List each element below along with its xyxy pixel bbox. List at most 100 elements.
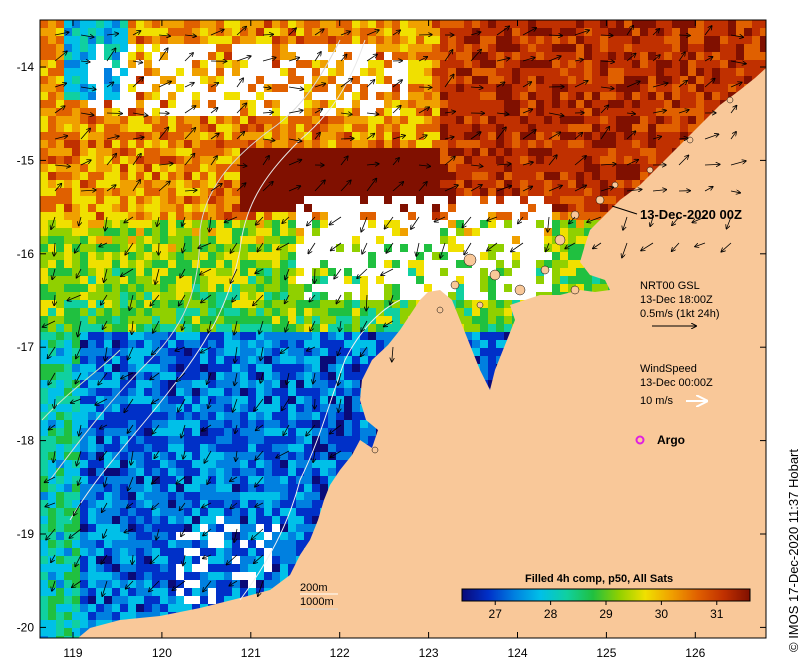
sst-cell	[40, 372, 48, 380]
sst-cell	[728, 36, 736, 44]
sst-cell	[504, 44, 512, 52]
sst-cell	[112, 412, 120, 420]
sst-cell	[104, 148, 112, 156]
sst-cell	[688, 68, 696, 76]
sst-cell	[656, 92, 664, 100]
sst-cell	[208, 28, 216, 36]
sst-cell	[96, 332, 104, 340]
sst-cell	[200, 212, 208, 220]
sst-cell	[232, 332, 240, 340]
sst-cell	[608, 140, 616, 148]
sst-cell	[72, 292, 80, 300]
sst-cell	[464, 156, 472, 164]
sst-cell	[264, 196, 272, 204]
sst-cell	[128, 252, 136, 260]
sst-cell	[520, 52, 528, 60]
sst-cell	[80, 324, 88, 332]
sst-cell	[72, 172, 80, 180]
sst-cell	[184, 260, 192, 268]
sst-cell	[568, 20, 576, 28]
sst-cell	[488, 244, 496, 252]
sst-cell	[176, 492, 184, 500]
sst-cell	[64, 36, 72, 44]
sst-cell	[408, 180, 416, 188]
sst-cell	[696, 108, 704, 116]
sst-cell	[144, 124, 152, 132]
sst-cell	[160, 228, 168, 236]
sst-cell	[504, 116, 512, 124]
sst-cell	[64, 308, 72, 316]
sst-cell	[112, 36, 120, 44]
sst-cell	[336, 172, 344, 180]
sst-cell	[480, 324, 488, 332]
sst-cell	[200, 356, 208, 364]
sst-cell	[672, 36, 680, 44]
sst-cell	[496, 108, 504, 116]
sst-cell	[336, 132, 344, 140]
sst-cell	[320, 116, 328, 124]
sst-cell	[432, 132, 440, 140]
sst-cell	[280, 364, 288, 372]
sst-cell	[184, 380, 192, 388]
sst-cell	[264, 492, 272, 500]
sst-cell	[176, 244, 184, 252]
sst-cell	[248, 244, 256, 252]
sst-cell	[112, 308, 120, 316]
sst-cell	[208, 164, 216, 172]
sst-cell	[320, 468, 328, 476]
sst-cell	[336, 60, 344, 68]
sst-cell	[176, 236, 184, 244]
sst-cell	[288, 148, 296, 156]
sst-cell	[160, 292, 168, 300]
sst-cell	[168, 164, 176, 172]
sst-cell	[144, 292, 152, 300]
sst-cell	[304, 36, 312, 44]
sst-cell	[544, 68, 552, 76]
sst-cell	[752, 20, 760, 28]
sst-cell	[264, 452, 272, 460]
sst-cell	[464, 60, 472, 68]
sst-cell	[128, 284, 136, 292]
sst-cell	[352, 348, 360, 356]
sst-cell	[144, 164, 152, 172]
sst-cell	[224, 388, 232, 396]
sst-cell	[520, 148, 528, 156]
sst-cell	[480, 92, 488, 100]
sst-cell	[320, 28, 328, 36]
sst-cell	[408, 36, 416, 44]
sst-cell	[576, 212, 584, 220]
sst-cell	[352, 28, 360, 36]
sst-cell	[256, 20, 264, 28]
sst-cell	[328, 156, 336, 164]
sst-cell	[680, 60, 688, 68]
sst-cell	[672, 132, 680, 140]
sst-cell	[104, 188, 112, 196]
sst-cell	[544, 20, 552, 28]
sst-cell	[456, 180, 464, 188]
sst-cell	[712, 100, 720, 108]
sst-cell	[472, 116, 480, 124]
sst-cell	[520, 212, 528, 220]
sst-cell	[208, 148, 216, 156]
sst-cell	[144, 284, 152, 292]
sst-cell	[176, 372, 184, 380]
sst-cell	[248, 116, 256, 124]
sst-cell	[80, 172, 88, 180]
sst-cell	[464, 332, 472, 340]
sst-cell	[552, 228, 560, 236]
sst-cell	[88, 428, 96, 436]
sst-cell	[280, 148, 288, 156]
sst-cell	[472, 188, 480, 196]
sst-cell	[320, 452, 328, 460]
sst-cell	[624, 140, 632, 148]
sst-cell	[136, 380, 144, 388]
sst-cell	[216, 420, 224, 428]
sst-cell	[520, 132, 528, 140]
sst-cell	[232, 220, 240, 228]
sst-cell	[336, 180, 344, 188]
sst-cell	[224, 396, 232, 404]
sst-cell	[184, 268, 192, 276]
sst-cell	[760, 36, 766, 44]
sst-cell	[336, 148, 344, 156]
sst-cell	[400, 316, 408, 324]
